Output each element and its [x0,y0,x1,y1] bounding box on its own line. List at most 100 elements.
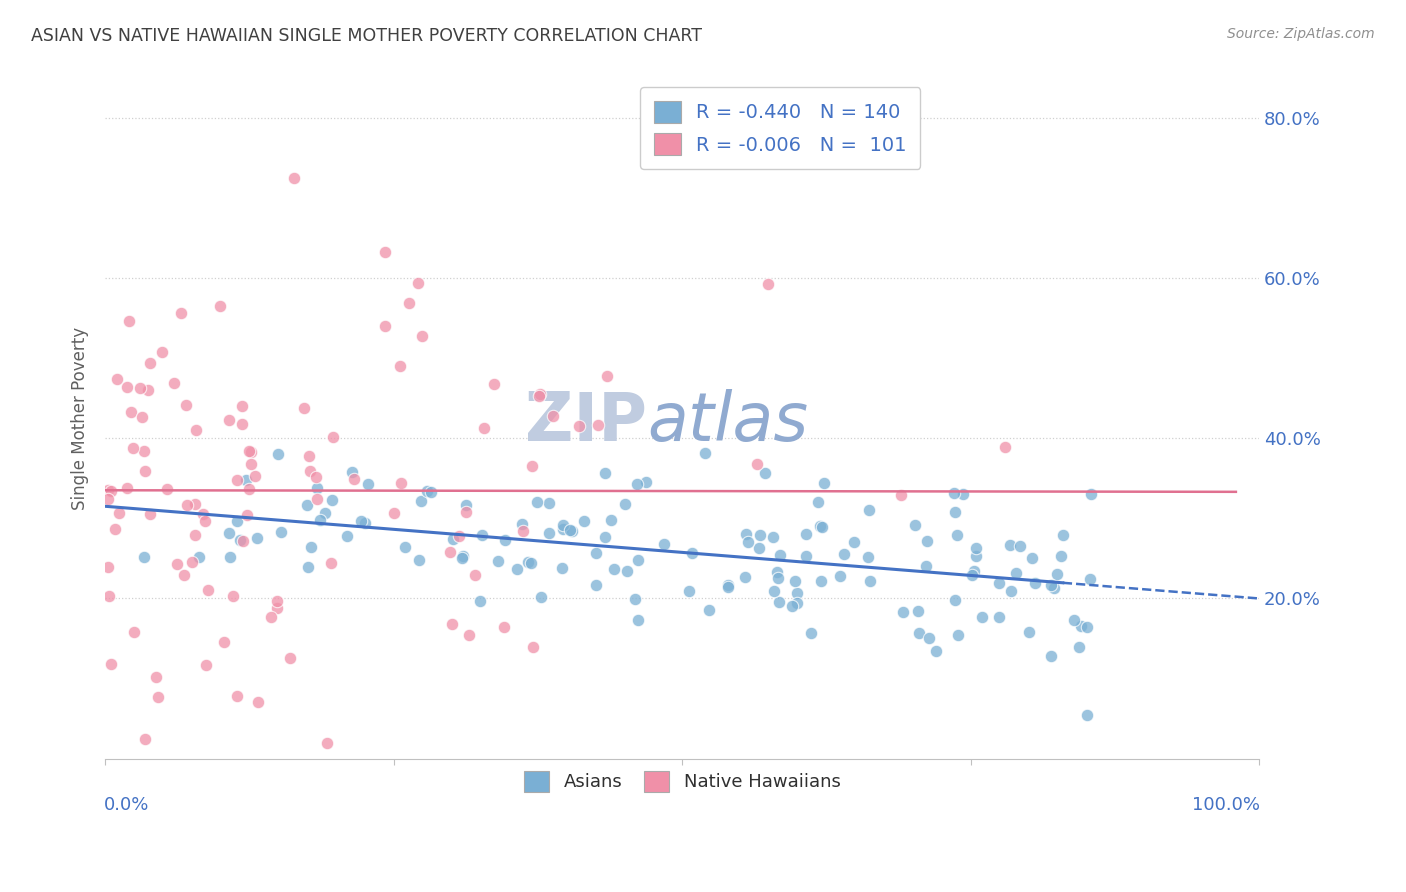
Point [115,380,138,394]
Point [904,517,927,532]
Point [807,495,830,509]
Point [176,498,198,512]
Point [769,548,792,562]
Point [150,345,173,359]
Point [294,401,316,415]
Point [603,561,626,575]
Point [226,514,249,528]
Point [527,389,550,403]
Point [512,524,534,538]
Point [800,626,823,640]
Point [924,644,946,658]
Point [574,514,596,528]
Point [100,657,122,671]
Point [568,419,591,434]
Point [907,604,929,618]
Point [156,483,179,497]
Point [129,381,152,395]
Point [960,567,983,582]
Point [918,631,941,645]
Point [132,550,155,565]
Point [946,528,969,542]
Point [336,529,359,543]
Point [96,491,118,506]
Point [120,405,142,419]
Point [260,610,283,624]
Point [184,528,207,542]
Point [340,465,363,479]
Point [307,481,329,495]
Point [763,584,786,599]
Point [794,549,817,563]
Point [322,429,344,443]
Text: 0.0%: 0.0% [104,797,149,814]
Point [1063,613,1085,627]
Point [298,464,321,478]
Point [299,540,322,554]
Point [145,670,167,684]
Point [267,447,290,461]
Point [456,505,478,519]
Point [1042,581,1064,595]
Point [510,516,533,531]
Point [194,514,217,528]
Point [246,532,269,546]
Point [138,356,160,370]
Point [354,516,377,530]
Point [266,594,288,608]
Point [765,565,787,579]
Point [391,476,413,491]
Point [1070,619,1092,633]
Point [748,541,770,555]
Point [626,477,648,491]
Point [134,444,156,458]
Point [943,593,966,607]
Point [464,568,486,582]
Point [314,507,336,521]
Point [1010,539,1032,553]
Point [697,603,720,617]
Point [585,546,607,560]
Point [222,590,245,604]
Point [1039,578,1062,592]
Point [561,524,583,538]
Point [832,547,855,561]
Point [449,529,471,543]
Point [537,526,560,541]
Point [754,467,776,481]
Point [943,485,966,500]
Point [411,329,433,343]
Point [471,528,494,542]
Point [520,557,543,571]
Point [844,535,866,549]
Point [229,533,252,547]
Point [808,519,831,533]
Point [134,732,156,747]
Point [593,466,616,480]
Point [506,562,529,576]
Point [416,483,439,498]
Point [828,569,851,583]
Point [1080,487,1102,501]
Point [105,372,128,386]
Point [298,449,321,463]
Point [247,695,270,709]
Point [350,514,373,528]
Point [813,475,835,490]
Point [146,690,169,704]
Point [270,525,292,540]
Point [307,492,329,507]
Point [858,503,880,517]
Point [553,518,575,533]
Point [398,295,420,310]
Point [266,601,288,615]
Point [492,620,515,634]
Point [486,554,509,568]
Point [972,610,994,624]
Point [890,488,912,502]
Point [343,472,366,486]
Point [998,538,1021,552]
Point [166,558,188,572]
Point [717,578,740,592]
Point [373,244,395,259]
